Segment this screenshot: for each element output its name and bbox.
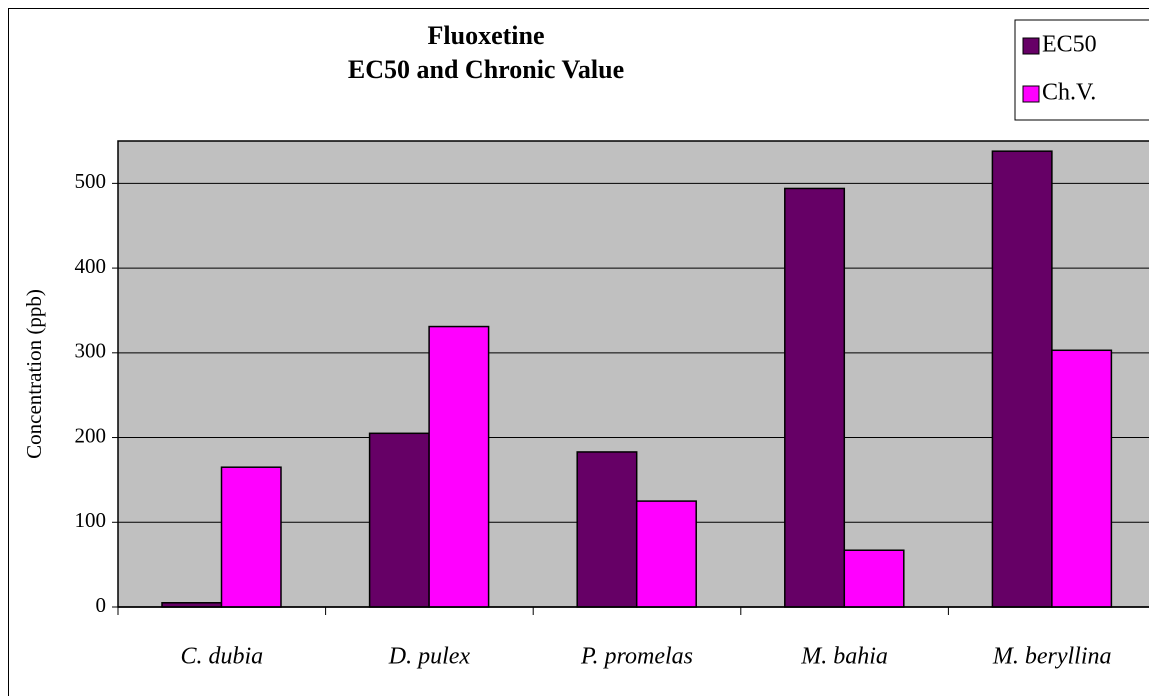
x-tick-label: D. pulex [388,644,471,670]
bar [1051,349,1113,608]
legend-swatch [1022,85,1040,103]
bar [368,432,430,608]
bar [843,549,905,608]
bar [576,451,638,608]
y-tick-label: 500 [75,169,107,193]
x-tick-label: M. beryllina [992,644,1112,670]
bar [428,325,490,608]
legend-box [1014,19,1149,121]
bar [784,187,846,608]
y-tick-label: 400 [75,254,107,278]
x-tick-label: P. promelas [580,644,693,670]
chart-title: Fluoxetine [428,21,545,50]
x-tick-label: C. dubia [180,644,263,670]
y-tick-label: 200 [75,423,107,447]
y-tick-label: 300 [75,339,107,363]
legend-label: EC50 [1042,32,1097,58]
bar [635,500,697,608]
x-tick-label: M. bahia [800,644,888,670]
chart-title: EC50 and Chronic Value [348,55,624,84]
bar [991,150,1053,608]
y-tick-label: 100 [75,508,107,532]
bar [220,466,282,608]
legend-swatch [1022,37,1040,55]
y-axis-label: Concentration (ppb) [22,289,46,459]
legend-label: Ch.V. [1042,80,1096,106]
y-tick-label: 0 [96,593,107,617]
